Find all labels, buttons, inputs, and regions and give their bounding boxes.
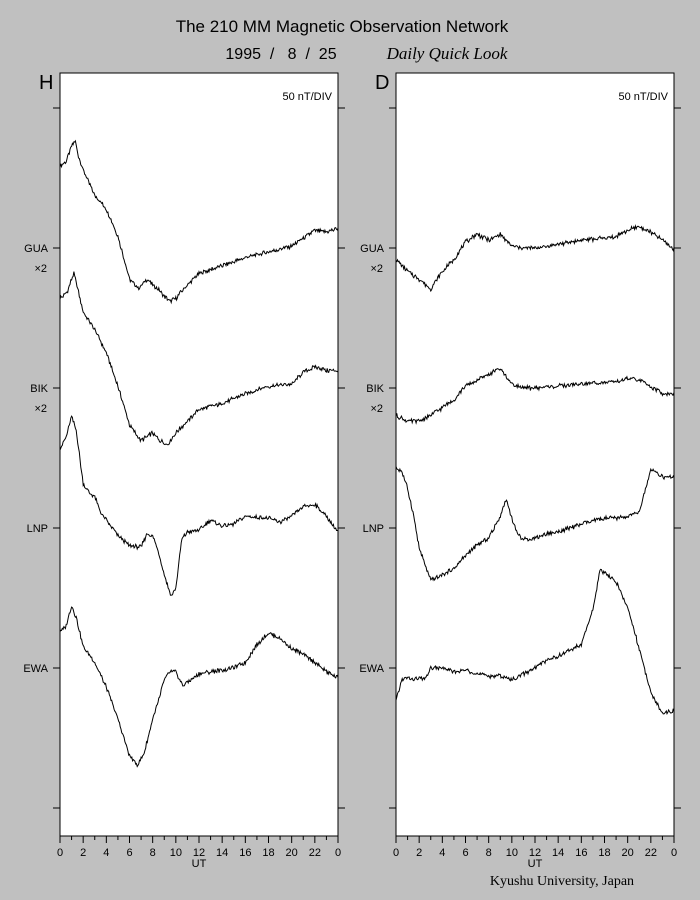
- station-label-ewa: EWA: [359, 663, 384, 675]
- panel-label: H: [39, 72, 53, 94]
- x-tick-label: 8: [486, 847, 492, 859]
- series-trace-lnp: [395, 466, 675, 582]
- x-tick-label: 6: [462, 847, 468, 859]
- x-tick-label: 14: [552, 847, 564, 859]
- x-tick-label: 0: [57, 847, 63, 859]
- x-tick-label: 14: [216, 847, 228, 859]
- plot-frame: [59, 72, 339, 837]
- x-axis-label: UT: [192, 858, 207, 870]
- x-tick-label: 22: [309, 847, 321, 859]
- x-tick-label: 8: [150, 847, 156, 859]
- station-label-lnp: LNP: [363, 523, 384, 535]
- plot-frame: [395, 72, 675, 837]
- x-tick-label: 0: [671, 847, 677, 859]
- x-tick-label: 4: [103, 847, 109, 859]
- station-label-gua: GUA: [360, 243, 385, 255]
- panel-h: H 50 nT/DIV 0 2 4 6 8 10 12 14 16 18 20 22 0 UT GUA ×2 BIK…: [23, 72, 345, 870]
- x-tick-label: 22: [645, 847, 657, 859]
- station-label-gua: GUA: [24, 243, 49, 255]
- station-label-ewa: EWA: [23, 663, 48, 675]
- x-tick-label: 16: [239, 847, 251, 859]
- x-tick-label: 20: [286, 847, 298, 859]
- chart-title: The 210 MM Magnetic Observation Network: [176, 17, 509, 36]
- x-tick-label: 6: [126, 847, 132, 859]
- panel-label: D: [375, 72, 389, 94]
- station-label-bik: BIK: [366, 383, 384, 395]
- quicklook-label: Daily Quick Look: [386, 44, 508, 63]
- x-tick-label: 18: [262, 847, 274, 859]
- x-tick-label: 10: [506, 847, 518, 859]
- x-tick-label: 0: [335, 847, 341, 859]
- scale-label: 50 nT/DIV: [618, 91, 668, 103]
- x-tick-label: 0: [393, 847, 399, 859]
- station-multiplier: ×2: [34, 263, 47, 275]
- station-multiplier: ×2: [34, 403, 47, 415]
- station-multiplier: ×2: [370, 263, 383, 275]
- scale-label: 50 nT/DIV: [282, 91, 332, 103]
- station-label-lnp: LNP: [27, 523, 48, 535]
- x-tick-label: 2: [80, 847, 86, 859]
- x-tick-label: 4: [439, 847, 445, 859]
- chart-date: 1995 / 8 / 25: [225, 46, 336, 63]
- credit-label: Kyushu University, Japan: [490, 874, 634, 889]
- x-tick-label: 12: [193, 847, 205, 859]
- x-tick-label: 20: [622, 847, 634, 859]
- series-trace-lnp: [59, 415, 339, 596]
- x-axis-label: UT: [528, 858, 543, 870]
- x-tick-label: 2: [416, 847, 422, 859]
- series-trace-gua: [395, 224, 675, 293]
- series-trace-gua: [59, 139, 339, 305]
- x-tick-label: 16: [575, 847, 587, 859]
- station-label-bik: BIK: [30, 383, 48, 395]
- series-trace-bik: [395, 368, 675, 425]
- series-trace-ewa: [395, 568, 675, 716]
- series-trace-ewa: [59, 606, 339, 768]
- x-tick-label: 12: [529, 847, 541, 859]
- station-multiplier: ×2: [370, 403, 383, 415]
- x-tick-label: 18: [598, 847, 610, 859]
- series-trace-bik: [59, 271, 339, 446]
- x-tick-label: 10: [170, 847, 182, 859]
- panel-d: D 50 nT/DIV 0 2 4 6 8 10 12 14 16 18 20 22 0 UT GUA ×2 BIK…: [359, 72, 681, 870]
